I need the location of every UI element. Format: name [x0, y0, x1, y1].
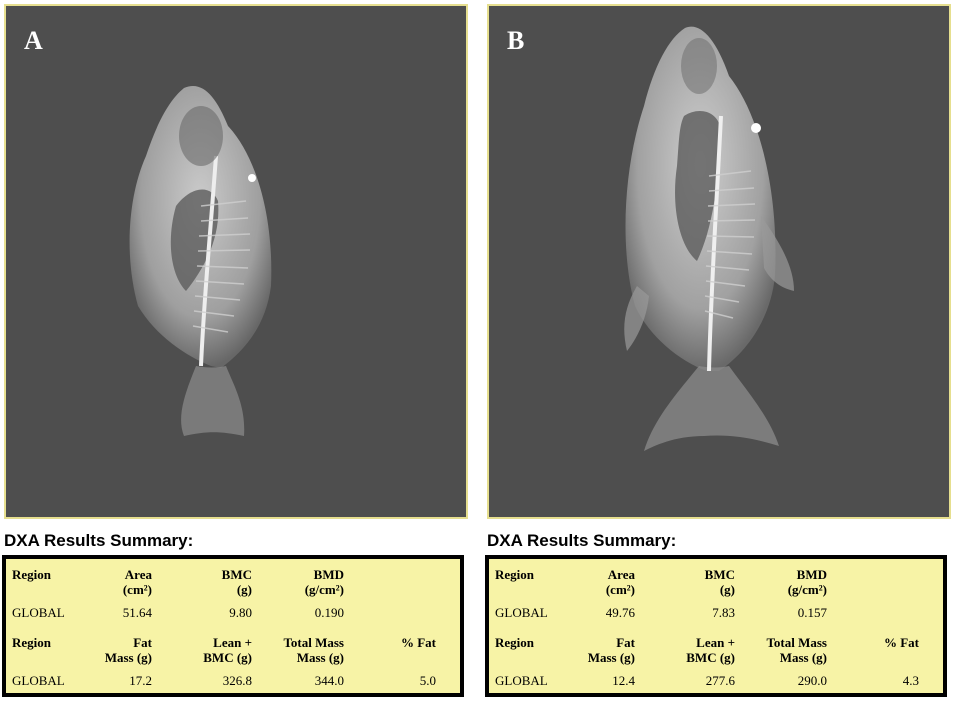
cell-percent-fat: 4.3 [902, 673, 919, 688]
header-bmc: BMC (g) [704, 567, 735, 597]
header-region: Region [495, 567, 534, 582]
results-table: Region Area (cm²) BMC (g) BMD (g/cm²) GLOBA… [485, 555, 947, 697]
cell-fat-mass: 17.2 [129, 673, 152, 688]
panel-b: B DXA Results Summary: Region Area (cm²) … [483, 0, 955, 709]
header-percent-fat: % Fat [400, 635, 436, 650]
cell-bmc: 7.83 [712, 605, 735, 620]
panel-a: A DXA Results Summary: Region Area (cm²) … [0, 0, 472, 709]
fish-xray-image [624, 26, 794, 451]
header-region-2: Region [495, 635, 534, 650]
header-total-mass: Total Mass Mass (g) [283, 635, 344, 665]
header-fat-mass: Fat Mass (g) [587, 635, 635, 665]
header-bmd: BMD (g/cm²) [787, 567, 827, 597]
header-region-2: Region [12, 635, 51, 650]
header-total-mass: Total Mass Mass (g) [766, 635, 827, 665]
cell-bmd: 0.157 [797, 605, 827, 620]
cell-area: 49.76 [605, 605, 635, 620]
cell-total-mass: 290.0 [797, 673, 827, 688]
header-area: Area (cm²) [122, 567, 152, 597]
cell-region-2: GLOBAL [495, 673, 548, 688]
cell-total-mass: 344.0 [314, 673, 344, 688]
panel-letter: B [507, 26, 525, 55]
header-bmd: BMD (g/cm²) [304, 567, 344, 597]
cell-percent-fat: 5.0 [419, 673, 436, 688]
cell-region: GLOBAL [495, 605, 548, 620]
panel-letter: A [24, 26, 43, 55]
cell-bmc: 9.80 [229, 605, 252, 620]
header-bmc: BMC (g) [221, 567, 252, 597]
cell-area: 51.64 [122, 605, 152, 620]
cell-region: GLOBAL [12, 605, 65, 620]
cell-region-2: GLOBAL [12, 673, 65, 688]
header-fat-mass: Fat Mass (g) [104, 635, 152, 665]
header-percent-fat: % Fat [883, 635, 919, 650]
header-area: Area (cm²) [605, 567, 635, 597]
fish-xray-image [129, 85, 272, 436]
summary-title: DXA Results Summary: [487, 531, 677, 550]
cell-lean-bmc: 277.6 [705, 673, 735, 688]
header-lean-bmc: Lean + BMC (g) [686, 635, 735, 665]
results-table: Region Area (cm²) BMC (g) BMD (g/cm²) GLOBA… [2, 555, 464, 697]
xray-scan-a: A [4, 4, 468, 519]
header-lean-bmc: Lean + BMC (g) [203, 635, 252, 665]
header-region: Region [12, 567, 51, 582]
cell-lean-bmc: 326.8 [222, 673, 252, 688]
cell-bmd: 0.190 [314, 605, 344, 620]
summary-title: DXA Results Summary: [4, 531, 194, 550]
xray-scan-b: B [487, 4, 951, 519]
cell-fat-mass: 12.4 [612, 673, 635, 688]
